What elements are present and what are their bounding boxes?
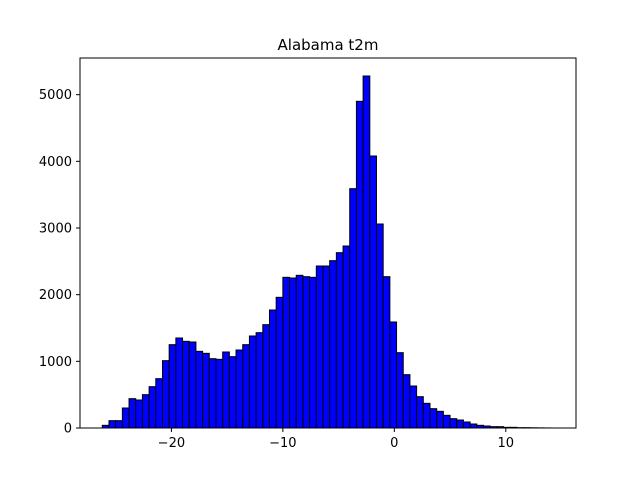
histogram-bar — [315, 265, 324, 429]
x-tick-label: −10 — [269, 436, 296, 451]
histogram-bar — [375, 223, 384, 429]
histogram-bar — [121, 407, 130, 429]
histogram-bar — [362, 75, 371, 429]
histogram-bar — [208, 358, 217, 429]
histogram-bar — [215, 358, 224, 429]
histogram-bar — [442, 414, 451, 429]
y-tick-label: 3000 — [39, 222, 72, 237]
histogram-bar — [228, 356, 237, 429]
histogram-bar — [309, 276, 317, 429]
x-tick-label: 10 — [498, 436, 515, 451]
histogram-bar — [349, 188, 357, 429]
histogram-bar — [355, 100, 364, 429]
y-tick-label: 4000 — [39, 155, 72, 170]
histogram-bar — [135, 399, 143, 429]
histogram-bar — [115, 420, 123, 429]
histogram-bar — [469, 423, 478, 429]
histogram-bar — [456, 419, 464, 429]
histogram-bar — [235, 349, 244, 429]
histogram-bar — [222, 351, 230, 429]
histogram-bar — [262, 324, 270, 429]
histogram-bar — [161, 360, 170, 429]
y-tick-label: 1000 — [39, 355, 72, 370]
histogram-bar — [449, 418, 458, 429]
histogram-bar — [429, 408, 438, 429]
histogram-bar — [329, 260, 337, 429]
histogram-bar — [396, 352, 404, 429]
histogram-bar — [409, 385, 418, 429]
histogram-bar — [202, 352, 210, 429]
histogram-bar — [195, 350, 204, 429]
x-tick-label: −20 — [158, 436, 185, 451]
histogram-bar — [369, 155, 377, 429]
histogram-bar — [436, 410, 444, 429]
histogram-bar — [175, 337, 184, 429]
histogram-bar — [108, 420, 117, 429]
x-axis: −20 −10 0 10 — [158, 428, 514, 451]
y-tick-label: 2000 — [39, 288, 72, 303]
histogram-bar — [248, 335, 257, 429]
histogram-bar — [322, 265, 331, 429]
histogram-bar — [148, 386, 157, 429]
y-tick-label: 0 — [64, 422, 72, 437]
histogram-bar — [422, 402, 431, 429]
histogram-bar — [155, 378, 163, 429]
histogram-bar — [282, 276, 291, 429]
histogram-bar — [128, 398, 137, 429]
histogram-bar — [188, 341, 197, 429]
histogram-bar — [182, 340, 190, 429]
histogram-bar — [295, 274, 304, 429]
histogram-bar — [255, 332, 264, 429]
histogram-bar — [402, 374, 411, 429]
histogram-bar — [242, 344, 250, 429]
histogram-bar — [302, 276, 311, 429]
y-axis: 0 1000 2000 3000 4000 5000 — [39, 88, 80, 437]
histogram-bar — [141, 394, 150, 429]
histogram-bar — [168, 344, 177, 429]
y-tick-label: 5000 — [39, 88, 72, 103]
histogram-bar — [289, 277, 297, 429]
histogram-bar — [416, 396, 424, 429]
chart-title: Alabama t2m — [278, 36, 379, 54]
histogram-bar — [389, 321, 398, 429]
histogram-bar — [342, 245, 351, 429]
x-tick-label: 0 — [390, 436, 398, 451]
histogram-bar — [382, 276, 391, 429]
histogram-bar — [462, 421, 471, 429]
histogram-bar — [275, 296, 284, 429]
plot-frame — [79, 57, 577, 429]
histogram-bar — [335, 252, 344, 429]
histogram-bar — [268, 309, 277, 429]
